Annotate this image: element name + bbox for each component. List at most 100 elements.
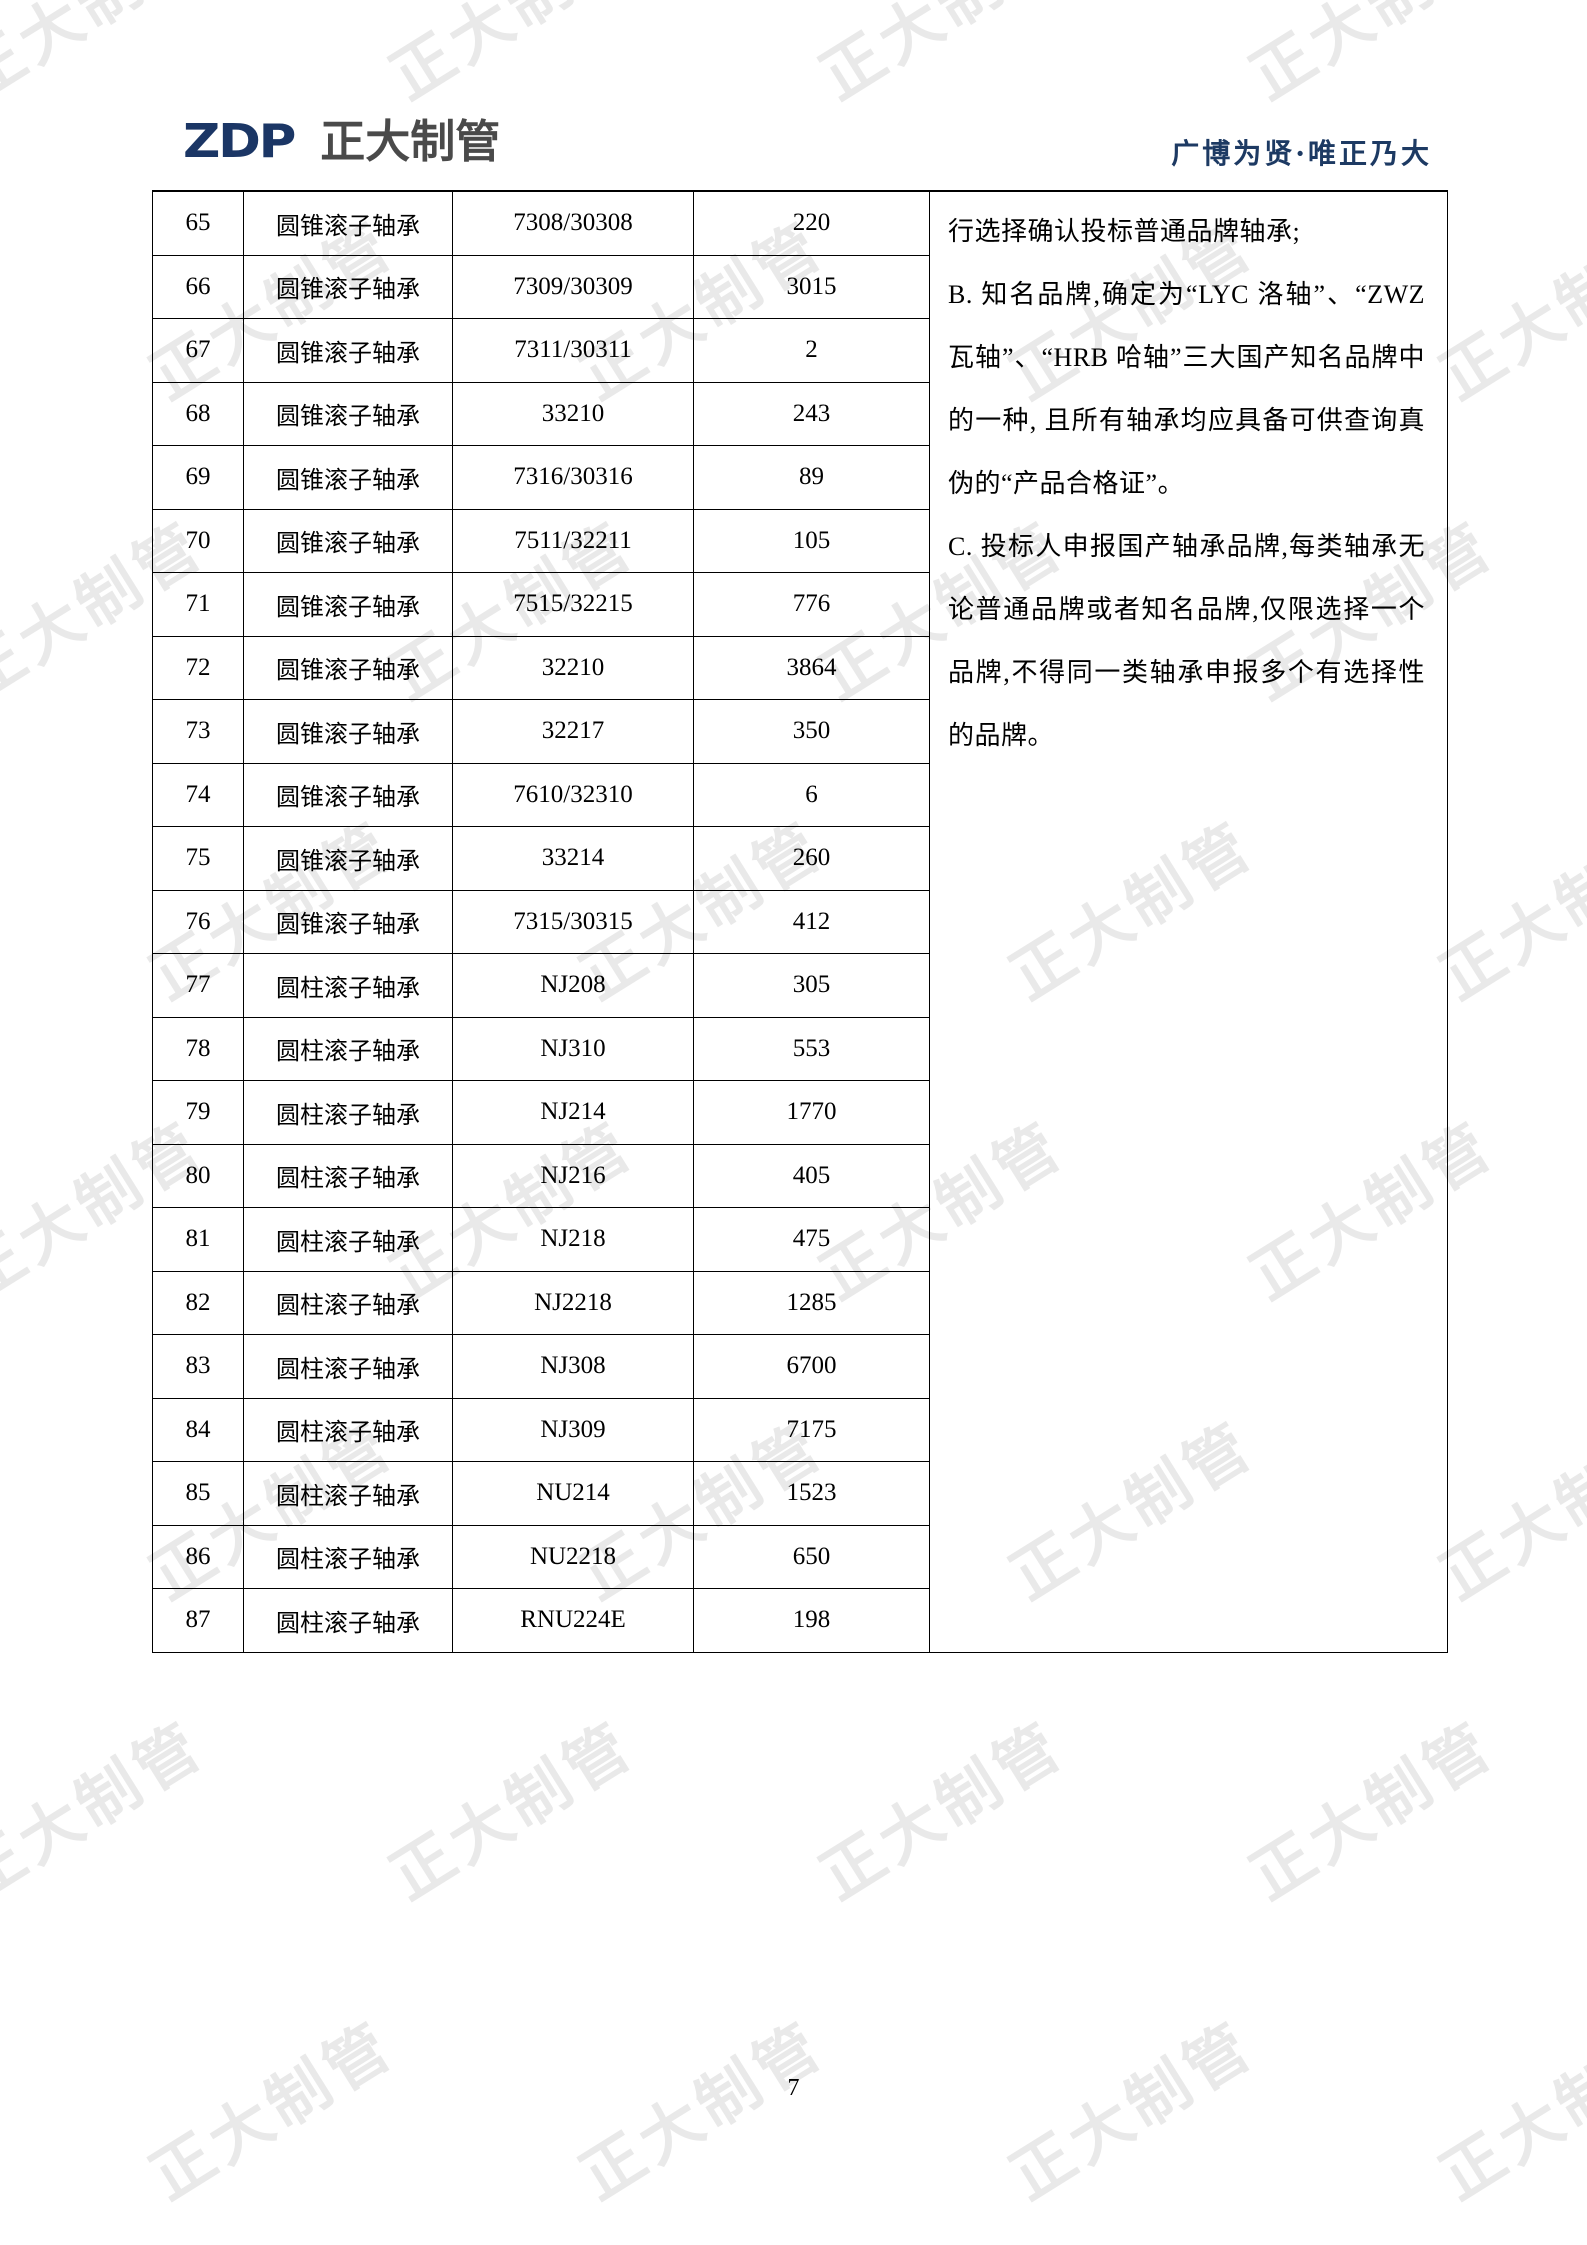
- row-number: 69: [152, 445, 244, 510]
- row-quantity: 7175: [693, 1397, 930, 1462]
- note-cell: 行选择确认投标普通品牌轴承; B. 知名品牌,确定为“LYC 洛轴”、“ZWZ 瓦…: [929, 190, 1448, 1653]
- row-model: 33214: [452, 826, 694, 891]
- table-row: 85 圆柱滚子轴承 NU214 1523: [152, 1461, 1448, 1526]
- table-row: 73 圆锥滚子轴承 32217 350: [152, 699, 1448, 764]
- table-row: 83 圆柱滚子轴承 NJ308 6700: [152, 1334, 1448, 1399]
- row-number: 67: [152, 318, 244, 383]
- row-number: 81: [152, 1207, 244, 1272]
- row-model: 7309/30309: [452, 254, 694, 319]
- row-quantity: 776: [693, 572, 930, 637]
- row-name: 圆柱滚子轴承: [243, 953, 453, 1018]
- row-quantity: 1523: [693, 1461, 930, 1526]
- table-row: 86 圆柱滚子轴承 NU2218 650: [152, 1524, 1448, 1589]
- row-model: RNU224E: [452, 1588, 694, 1653]
- row-number: 76: [152, 889, 244, 954]
- table-row: 82 圆柱滚子轴承 NJ2218 1285: [152, 1270, 1448, 1335]
- row-quantity: 2: [693, 318, 930, 383]
- row-number: 70: [152, 508, 244, 573]
- row-name: 圆柱滚子轴承: [243, 1080, 453, 1145]
- row-quantity: 260: [693, 826, 930, 891]
- row-quantity: 3015: [693, 254, 930, 319]
- bearing-spec-table: 65 圆锥滚子轴承 7308/30308 220 行选择确认投标普通品牌轴承; B. 知名…: [152, 190, 1448, 1653]
- row-number: 87: [152, 1588, 244, 1653]
- row-model: NU214: [452, 1461, 694, 1526]
- row-quantity: 1770: [693, 1080, 930, 1145]
- row-name: 圆锥滚子轴承: [243, 826, 453, 891]
- note-paragraph: B. 知名品牌,确定为“LYC 洛轴”、“ZWZ 瓦轴”、“HRB 哈轴”三大国…: [948, 280, 1425, 498]
- row-model: NJ218: [452, 1207, 694, 1272]
- row-model: 7311/30311: [452, 318, 694, 383]
- row-number: 85: [152, 1461, 244, 1526]
- note-paragraph: 行选择确认投标普通品牌轴承;: [948, 217, 1301, 246]
- row-number: 68: [152, 381, 244, 446]
- row-model: NJ309: [452, 1397, 694, 1462]
- row-quantity: 305: [693, 953, 930, 1018]
- table-row: 70 圆锥滚子轴承 7511/32211 105: [152, 508, 1448, 573]
- row-number: 79: [152, 1080, 244, 1145]
- row-name: 圆柱滚子轴承: [243, 1461, 453, 1526]
- row-quantity: 412: [693, 889, 930, 954]
- row-number: 80: [152, 1143, 244, 1208]
- row-quantity: 1285: [693, 1270, 930, 1335]
- row-number: 74: [152, 762, 244, 827]
- row-name: 圆柱滚子轴承: [243, 1016, 453, 1081]
- row-model: NJ2218: [452, 1270, 694, 1335]
- row-model: NU2218: [452, 1524, 694, 1589]
- row-number: 71: [152, 572, 244, 637]
- row-name: 圆锥滚子轴承: [243, 762, 453, 827]
- row-quantity: 6700: [693, 1334, 930, 1399]
- row-number: 86: [152, 1524, 244, 1589]
- row-quantity: 105: [693, 508, 930, 573]
- row-number: 73: [152, 699, 244, 764]
- row-model: 32217: [452, 699, 694, 764]
- row-model: 33210: [452, 381, 694, 446]
- row-number: 72: [152, 635, 244, 700]
- row-model: NJ214: [452, 1080, 694, 1145]
- row-model: 32210: [452, 635, 694, 700]
- table-row: 71 圆锥滚子轴承 7515/32215 776: [152, 572, 1448, 637]
- row-quantity: 89: [693, 445, 930, 510]
- row-name: 圆锥滚子轴承: [243, 572, 453, 637]
- row-name: 圆柱滚子轴承: [243, 1143, 453, 1208]
- row-model: NJ216: [452, 1143, 694, 1208]
- row-model: 7515/32215: [452, 572, 694, 637]
- row-name: 圆锥滚子轴承: [243, 508, 453, 573]
- row-number: 83: [152, 1334, 244, 1399]
- row-quantity: 6: [693, 762, 930, 827]
- row-quantity: 3864: [693, 635, 930, 700]
- document-header: ZDP 正大制管 广博为贤·唯正乃大: [0, 118, 1587, 190]
- row-name: 圆锥滚子轴承: [243, 254, 453, 319]
- row-model: 7511/32211: [452, 508, 694, 573]
- row-name: 圆柱滚子轴承: [243, 1207, 453, 1272]
- row-name: 圆锥滚子轴承: [243, 381, 453, 446]
- company-tagline: 广博为贤·唯正乃大: [1171, 137, 1432, 170]
- row-quantity: 405: [693, 1143, 930, 1208]
- row-name: 圆锥滚子轴承: [243, 318, 453, 383]
- row-quantity: 198: [693, 1588, 930, 1653]
- row-number: 84: [152, 1397, 244, 1462]
- table-row: 78 圆柱滚子轴承 NJ310 553: [152, 1016, 1448, 1081]
- row-number: 65: [152, 190, 244, 256]
- note-paragraph: C. 投标人申报国产轴承品牌,每类轴承无论普通品牌或者知名品牌,仅限选择一个品牌…: [948, 532, 1425, 750]
- row-quantity: 475: [693, 1207, 930, 1272]
- company-name-logo: 正大制管: [320, 114, 501, 168]
- row-model: 7316/30316: [452, 445, 694, 510]
- row-number: 78: [152, 1016, 244, 1081]
- row-name: 圆柱滚子轴承: [243, 1588, 453, 1653]
- table-row: 87 圆柱滚子轴承 RNU224E 198: [152, 1588, 1448, 1653]
- zdp-logo-mark: ZDP: [183, 114, 296, 168]
- table-row: 65 圆锥滚子轴承 7308/30308 220 行选择确认投标普通品牌轴承; B. 知名…: [152, 190, 1448, 1653]
- table-row: 68 圆锥滚子轴承 33210 243: [152, 381, 1448, 446]
- table-row: 75 圆锥滚子轴承 33214 260: [152, 826, 1448, 891]
- table-body: 65 圆锥滚子轴承 7308/30308 220 行选择确认投标普通品牌轴承; B. 知名…: [152, 190, 1448, 1653]
- row-number: 82: [152, 1270, 244, 1335]
- table-row: 81 圆柱滚子轴承 NJ218 475: [152, 1207, 1448, 1272]
- row-model: 7315/30315: [452, 889, 694, 954]
- table-row: 74 圆锥滚子轴承 7610/32310 6: [152, 762, 1448, 827]
- row-name: 圆柱滚子轴承: [243, 1270, 453, 1335]
- note-body: 行选择确认投标普通品牌轴承; B. 知名品牌,确定为“LYC 洛轴”、“ZWZ 瓦…: [930, 192, 1447, 777]
- row-name: 圆柱滚子轴承: [243, 1397, 453, 1462]
- table-row: 76 圆锥滚子轴承 7315/30315 412: [152, 889, 1448, 954]
- row-name: 圆锥滚子轴承: [243, 190, 453, 256]
